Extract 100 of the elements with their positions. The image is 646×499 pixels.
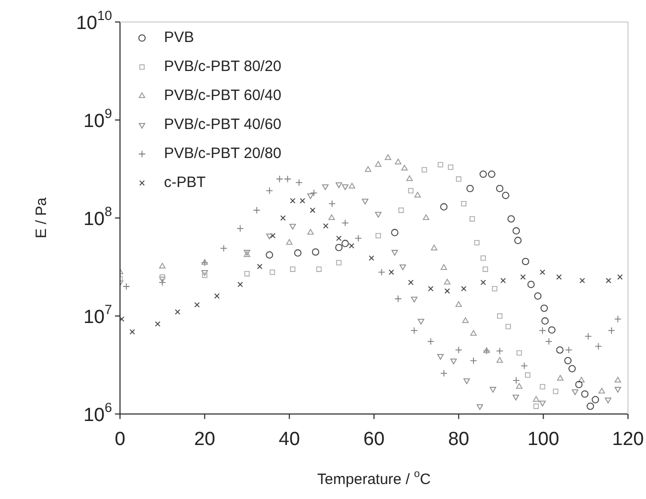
point [342, 219, 349, 227]
point [410, 326, 418, 334]
point [608, 326, 616, 334]
point [614, 376, 622, 382]
point [236, 224, 244, 232]
point [516, 350, 522, 356]
point [594, 342, 602, 350]
point [480, 280, 486, 286]
point [540, 269, 546, 275]
point [122, 282, 130, 290]
point [556, 274, 562, 280]
point [384, 154, 392, 160]
point [316, 266, 322, 272]
legend-label: PVB [164, 29, 194, 46]
point [154, 321, 160, 327]
point [461, 200, 466, 206]
point [394, 158, 402, 164]
point [548, 326, 556, 334]
point [520, 274, 526, 280]
point [466, 184, 474, 192]
point [556, 346, 564, 354]
point [532, 396, 540, 402]
point [290, 198, 296, 204]
y-axis-title: E / Pa [33, 196, 50, 238]
point [496, 357, 503, 363]
legend-label: PVB/c-PBT 20/80 [164, 145, 282, 162]
point [440, 203, 448, 210]
point [470, 357, 478, 364]
point [174, 309, 180, 315]
point [512, 376, 520, 384]
point [505, 324, 511, 330]
point [482, 266, 488, 272]
point [496, 184, 504, 192]
point [375, 212, 382, 218]
point [394, 295, 402, 302]
point [160, 274, 166, 280]
point [455, 301, 462, 307]
legend-label: PVB/c-PBT 60/40 [164, 87, 282, 104]
point [406, 175, 413, 182]
point [463, 378, 470, 384]
point [512, 394, 520, 400]
point [194, 302, 200, 308]
point [552, 388, 558, 394]
legend-label: c-PBT [164, 174, 206, 192]
point [378, 268, 386, 276]
point [540, 304, 548, 312]
point [408, 188, 414, 194]
x-tick-label: 60 [363, 429, 385, 450]
point [266, 251, 274, 259]
point [256, 264, 262, 270]
point [328, 214, 335, 220]
point [496, 347, 504, 355]
point [497, 313, 502, 319]
point [300, 198, 306, 204]
point [476, 404, 484, 410]
point [214, 293, 220, 299]
point [568, 365, 576, 372]
point [280, 215, 286, 221]
point [335, 244, 343, 252]
point [398, 208, 404, 213]
point [295, 178, 303, 186]
x-tick-label: 0 [114, 429, 126, 450]
point [266, 187, 274, 194]
point [492, 286, 498, 292]
point [322, 184, 329, 190]
x-tick-label: 120 [612, 429, 644, 450]
point [201, 270, 208, 276]
point [527, 280, 535, 288]
point [323, 223, 328, 229]
point [512, 227, 520, 234]
point [290, 224, 296, 230]
point [440, 370, 448, 377]
x-tick-label: 40 [278, 429, 300, 450]
point [455, 346, 462, 354]
point [392, 250, 398, 256]
point [437, 354, 444, 360]
point [520, 362, 528, 370]
point [158, 278, 166, 286]
point [514, 236, 522, 244]
point [470, 330, 477, 336]
point [614, 315, 622, 323]
point [444, 288, 450, 294]
point [557, 374, 564, 381]
point [159, 262, 166, 269]
point [502, 192, 510, 200]
point [414, 192, 421, 198]
point [410, 296, 418, 302]
point [270, 232, 276, 238]
point [354, 234, 362, 242]
point [592, 396, 600, 404]
point [418, 318, 424, 325]
point [307, 228, 314, 235]
point [328, 200, 336, 208]
point [348, 243, 354, 249]
point [202, 272, 208, 278]
point [401, 164, 408, 171]
point [516, 383, 522, 389]
point [310, 208, 316, 213]
point [440, 264, 448, 270]
point [310, 189, 318, 197]
